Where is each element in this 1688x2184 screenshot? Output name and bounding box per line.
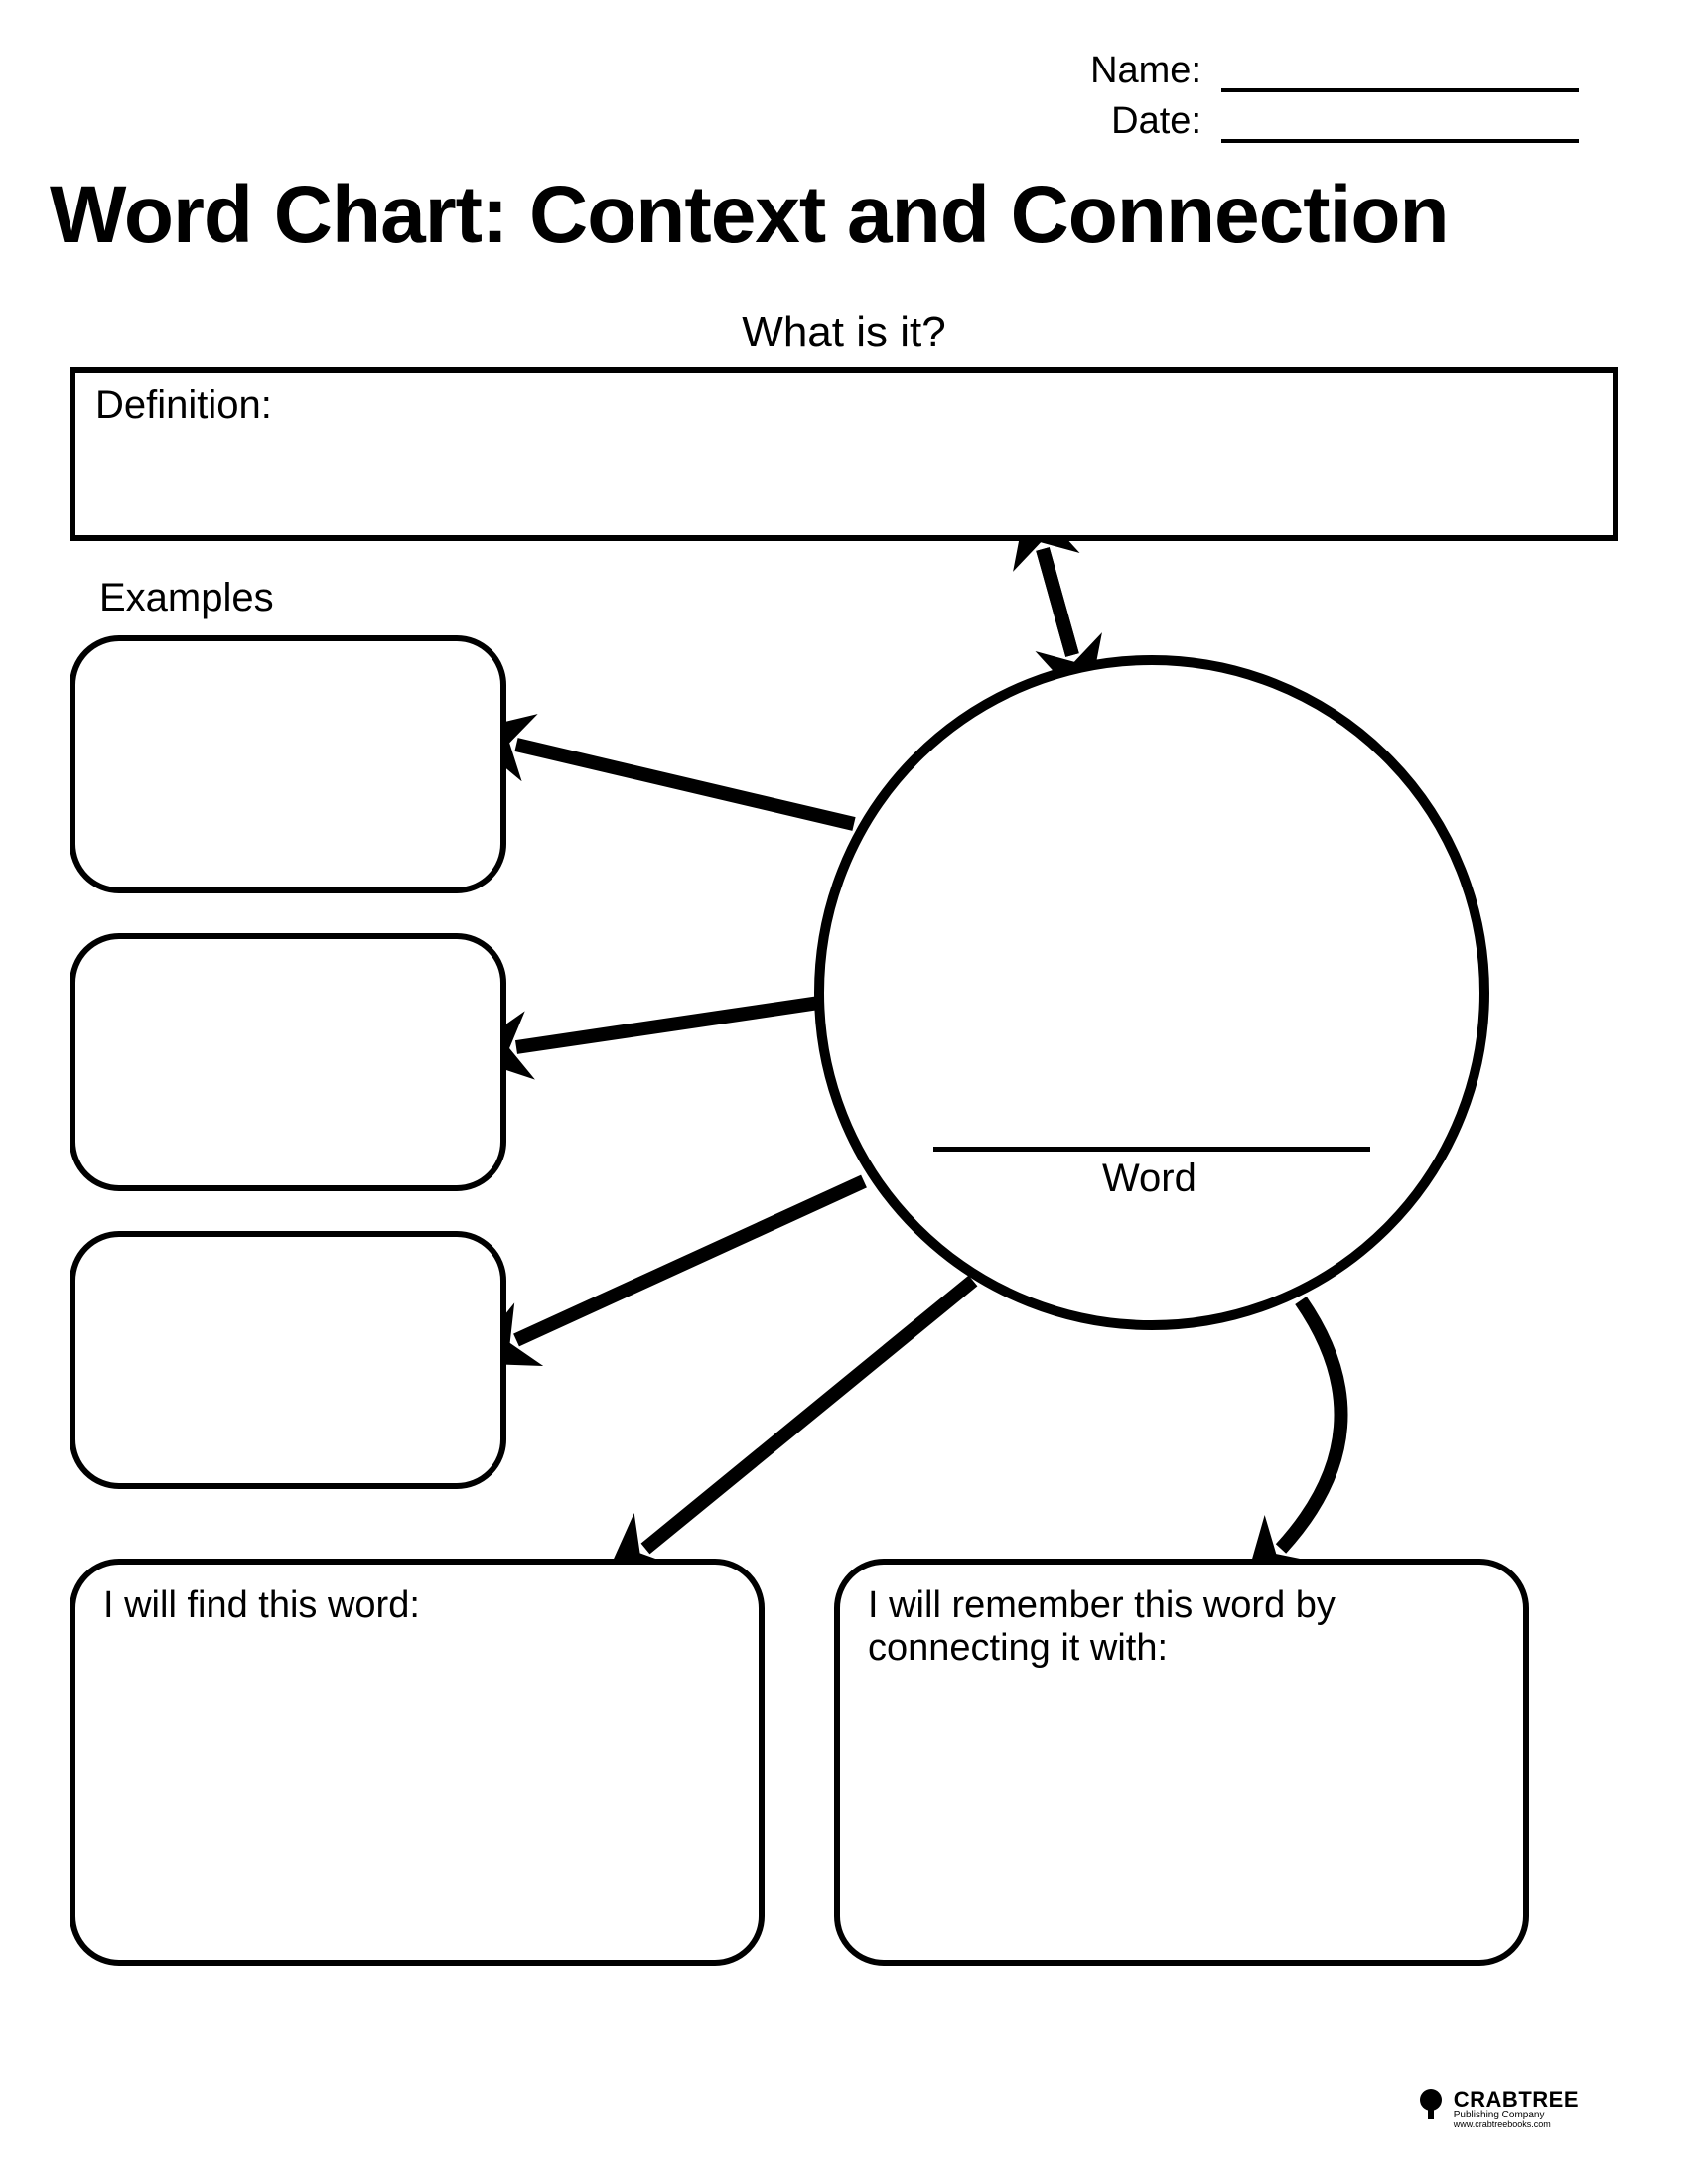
example-box-2[interactable] — [70, 933, 506, 1191]
definition-box[interactable]: Definition: — [70, 367, 1618, 541]
example-box-1[interactable] — [70, 635, 506, 893]
remember-word-label: I will remember this word by connecting … — [868, 1584, 1495, 1670]
what-is-it-heading: What is it? — [0, 308, 1688, 357]
find-word-label: I will find this word: — [103, 1584, 731, 1627]
header-fields: Name: Date: — [1090, 50, 1579, 151]
name-input-line[interactable] — [1221, 61, 1579, 92]
name-label: Name: — [1090, 50, 1201, 92]
name-field-row: Name: — [1090, 50, 1579, 92]
word-circle[interactable] — [814, 655, 1489, 1330]
page-title: Word Chart: Context and Connection — [50, 169, 1638, 262]
publisher-url: www.crabtreebooks.com — [1454, 2120, 1579, 2129]
publisher-name: CRABTREE — [1454, 2089, 1579, 2111]
definition-label: Definition: — [95, 383, 1593, 428]
word-input-line[interactable] — [933, 1147, 1370, 1152]
publisher-credit: CRABTREE Publishing Company www.crabtree… — [1416, 2088, 1579, 2129]
word-label: Word — [1102, 1157, 1196, 1201]
remember-word-box[interactable]: I will remember this word by connecting … — [834, 1559, 1529, 1966]
examples-heading: Examples — [99, 576, 274, 620]
example-box-3[interactable] — [70, 1231, 506, 1489]
worksheet-page: Name: Date: Word Chart: Context and Conn… — [0, 0, 1688, 2184]
publisher-sub: Publishing Company — [1454, 2111, 1579, 2120]
date-label: Date: — [1111, 100, 1201, 143]
tree-icon — [1416, 2088, 1446, 2129]
date-field-row: Date: — [1090, 100, 1579, 143]
date-input-line[interactable] — [1221, 111, 1579, 143]
find-word-box[interactable]: I will find this word: — [70, 1559, 765, 1966]
